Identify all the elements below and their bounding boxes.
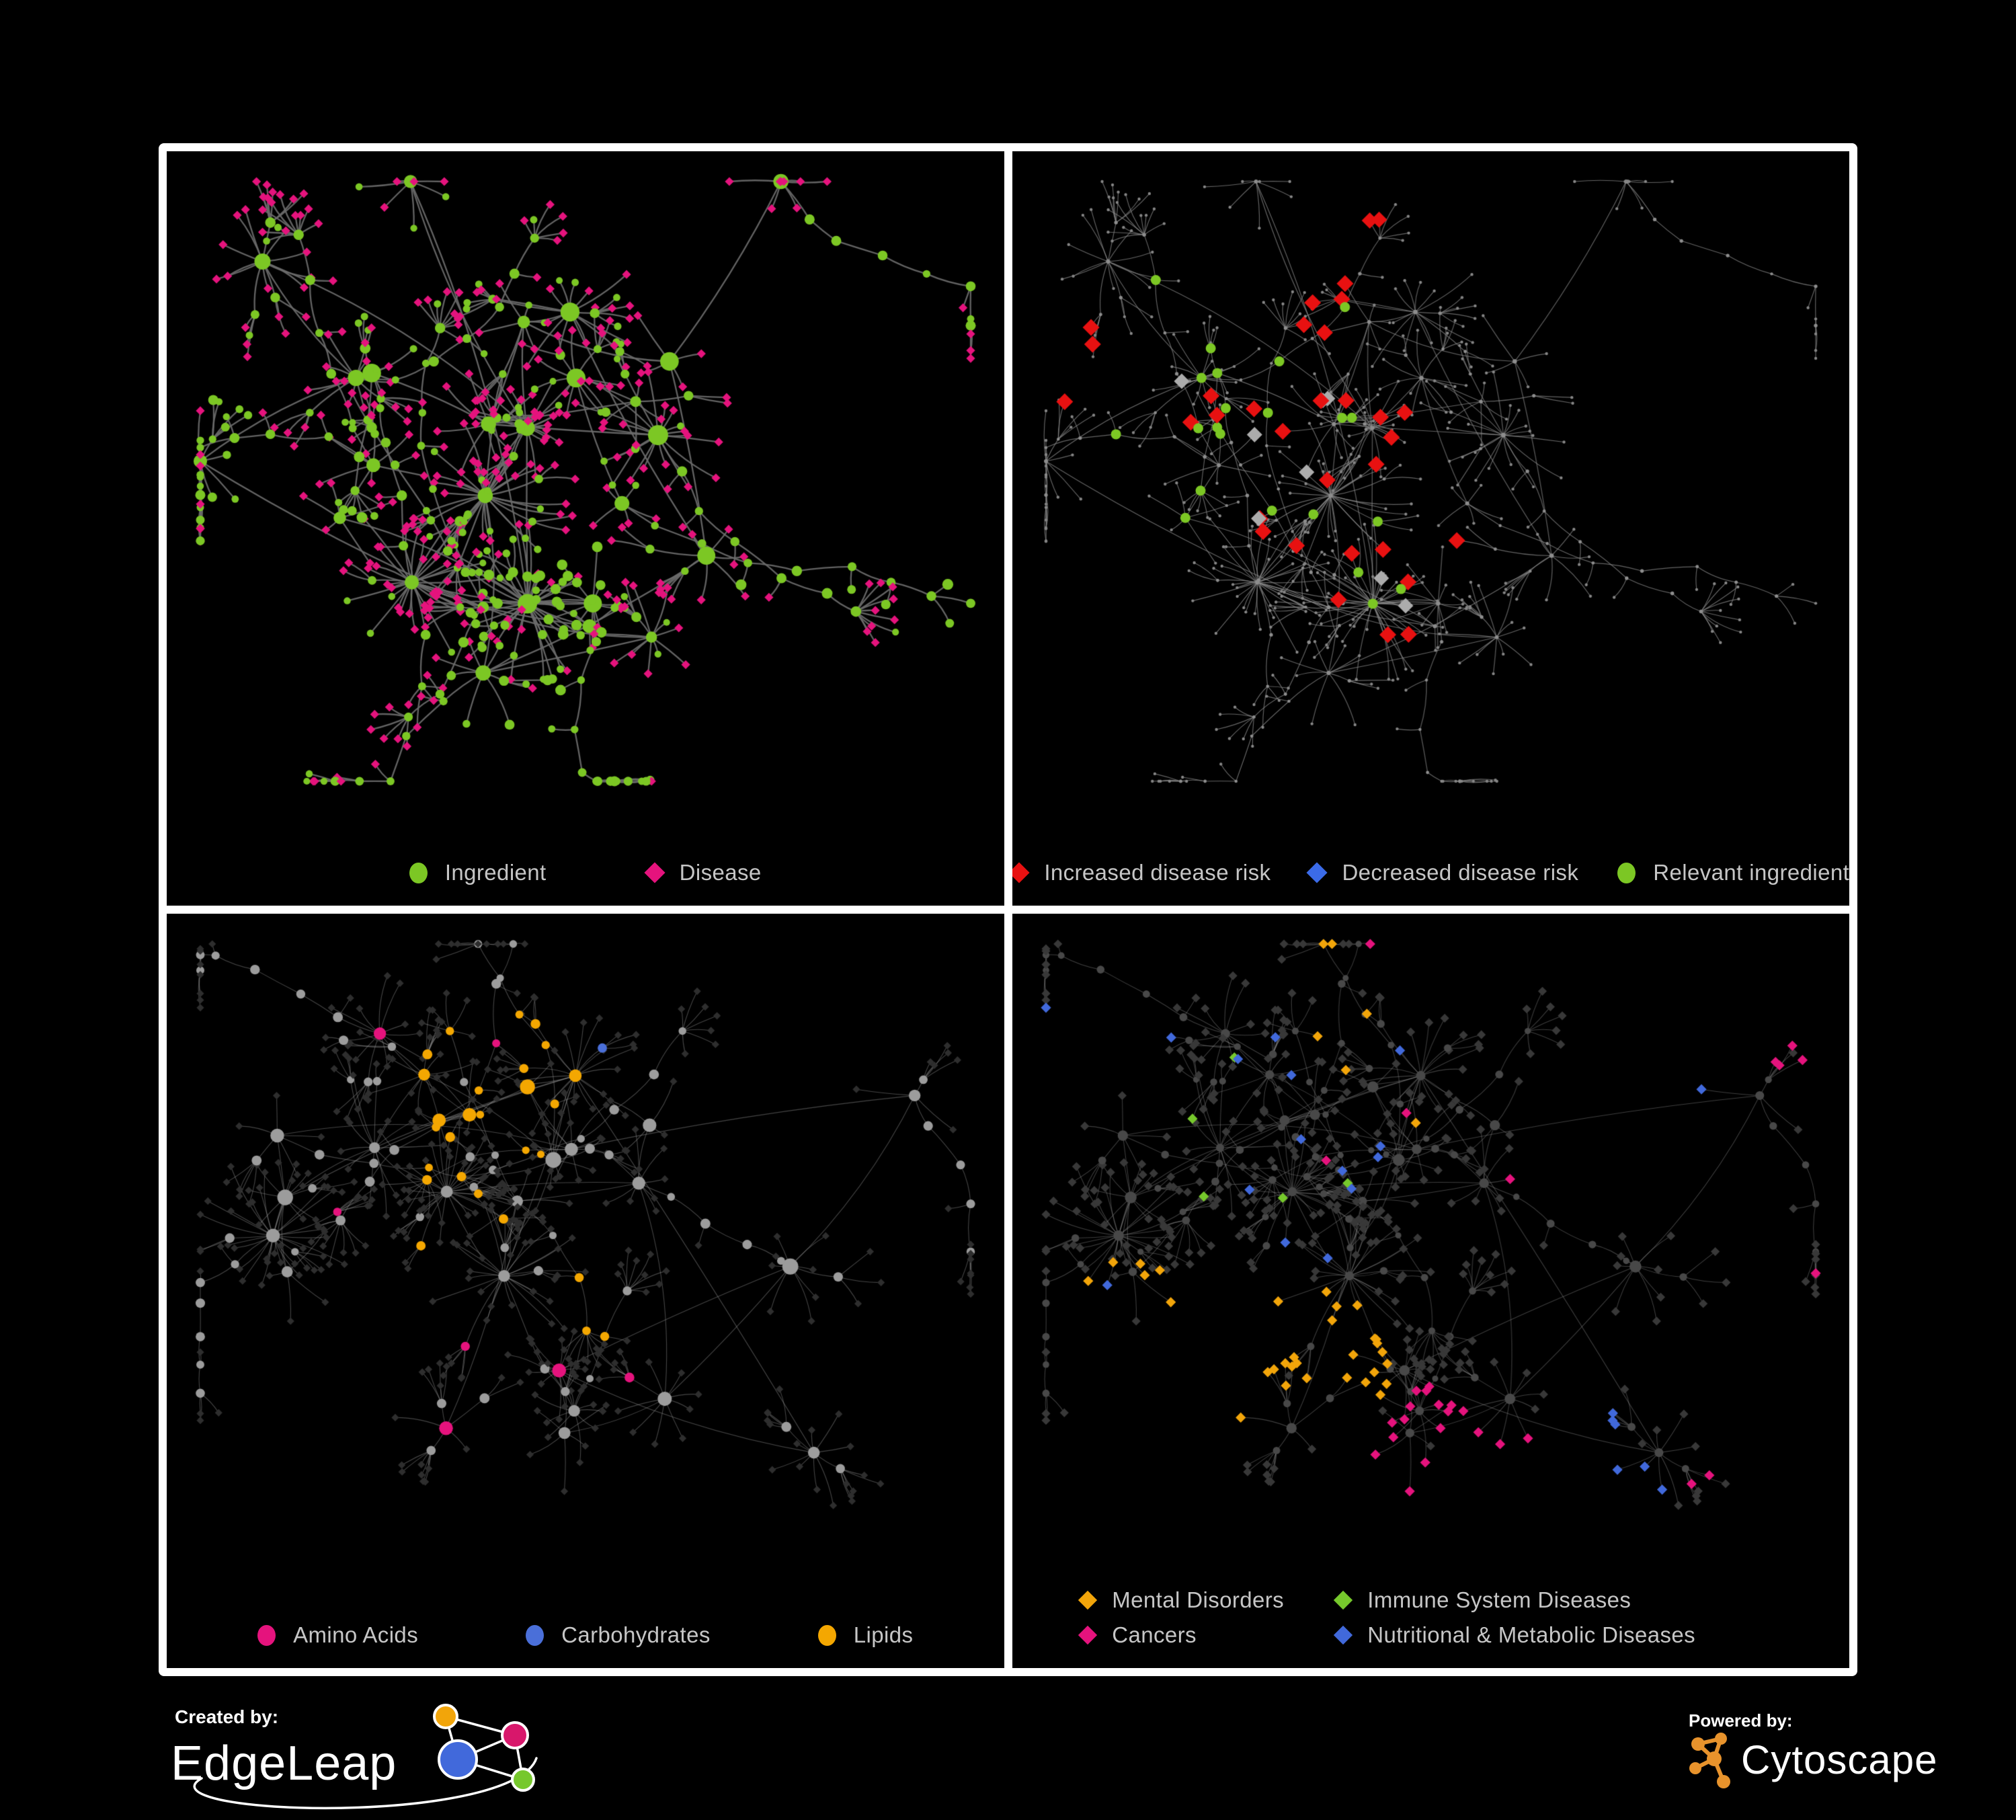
edgeleap-name: EdgeLeap: [171, 1737, 397, 1790]
panel-nutrient-classes: Amino Acids Carbohydrates Lipids: [167, 914, 1004, 1668]
edgeleap-credit: Created by: EdgeLeap: [160, 1691, 590, 1819]
edgeleap-node-green: [511, 1768, 535, 1792]
network-canvas-disease-risk: [1012, 151, 1849, 906]
panel-grid: Ingredient Disease Increased disease ris…: [159, 143, 1857, 1676]
created-by-label: Created by:: [175, 1706, 278, 1727]
network-canvas-disease-classes: [1012, 914, 1849, 1668]
panel-disease-classes: Mental Disorders Immune System Diseases …: [1012, 914, 1849, 1668]
edgeleap-node-pink: [501, 1721, 529, 1749]
edgeleap-node-orange: [433, 1704, 458, 1729]
panel-ingredient-disease: Ingredient Disease: [167, 151, 1004, 906]
panel-disease-risk: Increased disease risk Decreased disease…: [1012, 151, 1849, 906]
cytoscape-logo: Powered by: Cytoscape: [1689, 1710, 1937, 1788]
network-canvas-nutrient-classes: [167, 914, 1004, 1668]
edgeleap-logo: Created by: EdgeLeap: [171, 1704, 538, 1810]
cytoscape-credit: Powered by: Cytoscape: [1679, 1706, 1968, 1797]
powered-by-label: Powered by:: [1689, 1710, 1793, 1731]
cytoscape-icon: [1689, 1733, 1730, 1788]
edgeleap-swoosh-icon: [193, 1704, 538, 1810]
network-canvas-ingredient-disease: [167, 151, 1004, 906]
edgeleap-node-blue: [438, 1739, 478, 1780]
cytoscape-name: Cytoscape: [1741, 1737, 1937, 1782]
